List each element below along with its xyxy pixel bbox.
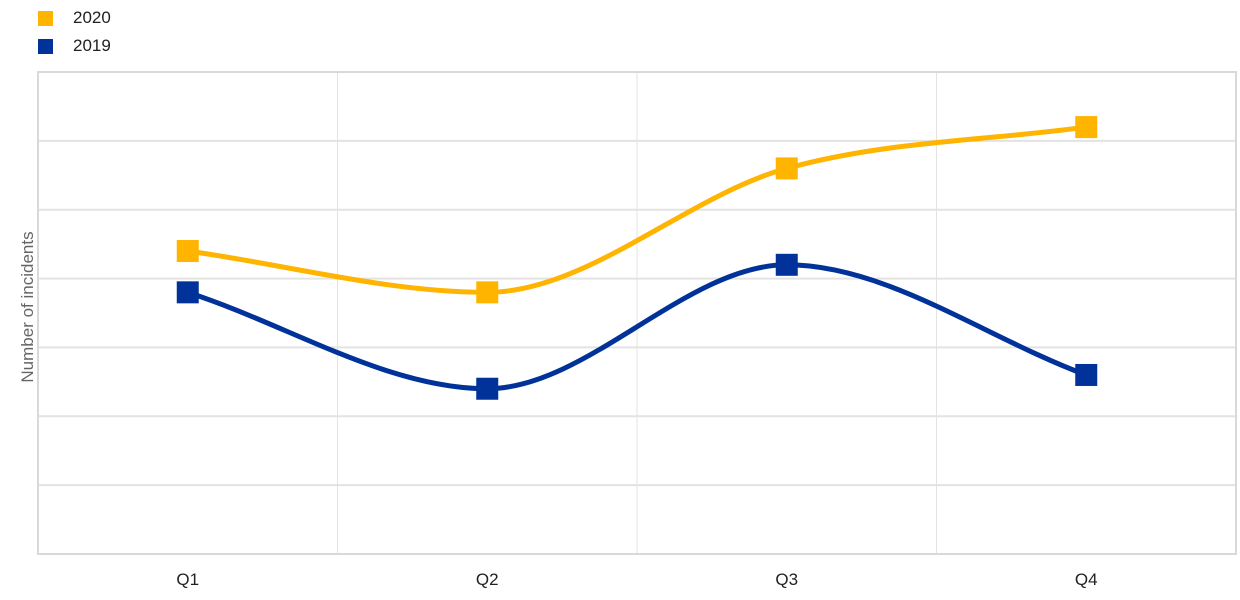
data-point-2020-q1 bbox=[176, 240, 199, 263]
x-tick-label-q2: Q2 bbox=[476, 570, 499, 589]
data-point-2019-q4 bbox=[1075, 363, 1098, 386]
x-tick-label-q1: Q1 bbox=[176, 570, 199, 589]
series-line-2019 bbox=[185, 262, 1089, 392]
data-point-2020-q3 bbox=[775, 157, 798, 180]
legend-swatch-2019 bbox=[38, 38, 53, 54]
data-point-2020-q4 bbox=[1075, 116, 1098, 139]
horizontal-gridlines bbox=[38, 139, 1236, 487]
data-point-2019-q1 bbox=[176, 281, 199, 304]
series-line-2020 bbox=[185, 124, 1089, 295]
data-point-2019-q2 bbox=[476, 377, 499, 400]
data-point-2019-q3 bbox=[775, 253, 798, 276]
x-tick-label-q3: Q3 bbox=[775, 570, 798, 589]
data-point-2020-q2 bbox=[476, 281, 499, 304]
x-tick-label-q4: Q4 bbox=[1075, 570, 1098, 589]
legend: 2020 2019 bbox=[38, 4, 111, 60]
vertical-gridlines bbox=[337, 72, 937, 554]
legend-item-2019: 2019 bbox=[38, 32, 111, 60]
legend-label-2020: 2020 bbox=[73, 8, 111, 27]
series-group bbox=[176, 116, 1098, 400]
plot-area-frame bbox=[37, 71, 1237, 555]
x-tick-labels: Q1 Q2 Q3 Q4 bbox=[176, 570, 1097, 589]
legend-label-2019: 2019 bbox=[73, 36, 111, 55]
legend-item-2020: 2020 bbox=[38, 4, 111, 32]
legend-swatch-2020 bbox=[38, 10, 53, 26]
y-axis-label: Number of incidents bbox=[18, 231, 37, 382]
